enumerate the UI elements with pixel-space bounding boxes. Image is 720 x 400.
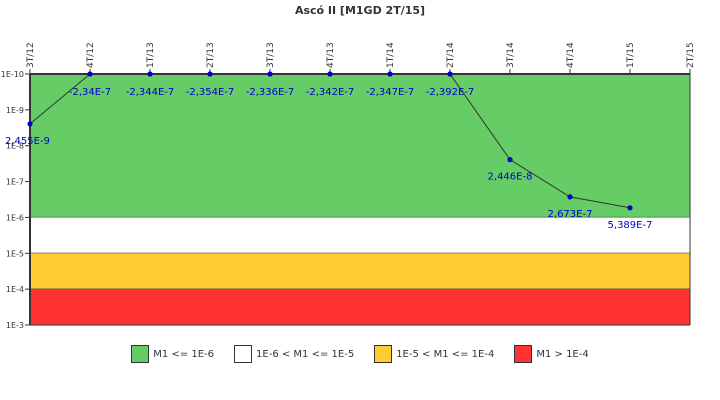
data-label: 2,673E-7 <box>548 209 593 220</box>
x-tick-label: 4T/12 <box>86 42 96 68</box>
data-series: 2,455E-9 -2,34E-7 -2,344E-7 -2,354E-7 -2,336… <box>5 71 653 231</box>
band-2 <box>30 253 690 290</box>
y-tick-label: 1E-6 <box>6 213 24 222</box>
data-label: -2,392E-7 <box>426 87 475 98</box>
data-point[interactable] <box>267 71 273 77</box>
data-label: 2,446E-8 <box>488 172 533 183</box>
x-tick-label: 2T/15 <box>686 42 696 68</box>
x-tick-label: 3T/12 <box>26 42 36 68</box>
x-tick-label: 1T/14 <box>386 42 396 68</box>
risk-bands <box>30 74 690 326</box>
x-tick-label: 1T/15 <box>626 42 636 68</box>
data-point[interactable] <box>147 71 153 77</box>
chart-title: Ascó II [M1GD 2T/15] <box>294 4 426 17</box>
y-tick-label: 1E-9 <box>6 106 24 115</box>
data-point[interactable] <box>27 121 33 127</box>
x-tick-label: 1T/13 <box>146 42 156 68</box>
y-tick-label: 1E-7 <box>6 178 24 187</box>
data-label: 2,455E-9 <box>5 136 50 147</box>
legend-label: M1 > 1E-4 <box>536 348 589 360</box>
legend-label: 1E-5 < M1 <= 1E-4 <box>396 348 495 360</box>
legend-swatch <box>234 345 253 363</box>
data-label: -2,342E-7 <box>306 87 355 98</box>
legend-swatch <box>131 345 150 363</box>
axes: 1E-10 1E-9 1E-8 1E-7 1E-6 1E-5 1E-4 1E-3 3T/12 4T… <box>1 42 696 330</box>
legend-swatch <box>514 345 533 363</box>
data-point[interactable] <box>387 71 393 77</box>
data-point[interactable] <box>87 71 93 77</box>
data-label: -2,354E-7 <box>186 87 235 98</box>
y-tick-label: 1E-8 <box>6 142 24 151</box>
data-point[interactable] <box>447 71 453 77</box>
data-point[interactable] <box>567 194 573 200</box>
legend-item-0: M1 <= 1E-6 <box>131 345 214 363</box>
legend-item-1: 1E-6 < M1 <= 1E-5 <box>234 345 354 363</box>
data-point[interactable] <box>207 71 213 77</box>
data-label: -2,34E-7 <box>69 87 111 98</box>
x-tick-label: 3T/13 <box>266 42 276 68</box>
x-tick-label: 2T/13 <box>206 42 216 68</box>
legend: M1 <= 1E-6 1E-6 < M1 <= 1E-5 1E-5 < M1 <= … <box>0 345 720 363</box>
legend-swatch <box>374 345 393 363</box>
chart-plot: 1E-10 1E-9 1E-8 1E-7 1E-6 1E-5 1E-4 1E-3 3T/12 4T… <box>1 42 696 330</box>
data-point[interactable] <box>327 71 333 77</box>
y-tick-label: 1E-5 <box>6 249 24 258</box>
data-label: -2,347E-7 <box>366 87 415 98</box>
data-label: -2,336E-7 <box>246 87 295 98</box>
y-tick-label: 1E-4 <box>6 285 24 294</box>
band-1 <box>30 217 690 254</box>
data-point[interactable] <box>627 205 633 211</box>
legend-label: M1 <= 1E-6 <box>153 348 215 360</box>
x-tick-label: 4T/13 <box>326 42 336 68</box>
data-label: 5,389E-7 <box>608 220 653 231</box>
x-tick-label: 2T/14 <box>446 42 456 68</box>
x-tick-label: 4T/14 <box>566 42 576 68</box>
y-tick-label: 1E-3 <box>6 321 24 330</box>
data-label: -2,344E-7 <box>126 87 175 98</box>
legend-item-2: 1E-5 < M1 <= 1E-4 <box>374 345 494 363</box>
legend-item-3: M1 > 1E-4 <box>514 345 589 363</box>
data-point[interactable] <box>507 157 513 163</box>
x-tick-label: 3T/14 <box>506 42 516 68</box>
band-0 <box>30 74 690 218</box>
band-3 <box>30 289 690 325</box>
legend-label: 1E-6 < M1 <= 1E-5 <box>256 348 355 360</box>
y-tick-label: 1E-10 <box>1 70 24 79</box>
